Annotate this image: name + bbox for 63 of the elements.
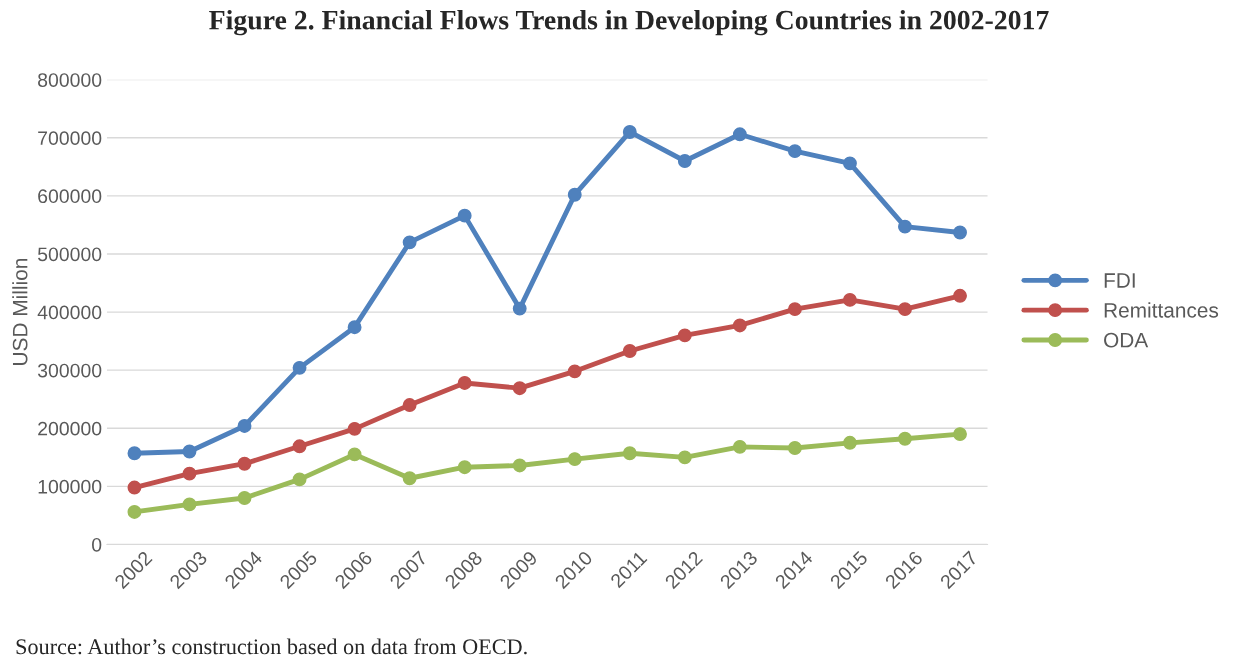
point — [402, 398, 417, 412]
y-axis-title: USD Million — [12, 259, 28, 365]
y-tick-label: 800000 — [38, 73, 102, 87]
chart-title: Figure 2. Financial Flows Trends in Developing Countries in 2002-2017 — [209, 9, 1049, 36]
point — [237, 491, 252, 505]
point — [622, 446, 637, 461]
point — [898, 302, 912, 317]
point — [567, 452, 582, 467]
point — [622, 344, 637, 358]
point — [292, 472, 307, 487]
point — [457, 460, 472, 475]
point — [127, 504, 142, 519]
y-tick-label: 300000 — [37, 363, 102, 378]
point — [347, 320, 362, 335]
legend-label: ODA — [1104, 332, 1149, 348]
point — [622, 125, 637, 139]
point — [567, 187, 582, 202]
point — [347, 447, 362, 462]
point — [292, 439, 307, 454]
point — [292, 360, 307, 375]
point — [457, 376, 472, 390]
point — [237, 419, 252, 433]
point — [842, 156, 857, 171]
y-tick-label: 100000 — [38, 479, 102, 494]
point — [953, 288, 967, 303]
y-tick-label: 700000 — [38, 131, 102, 146]
point — [512, 458, 527, 473]
y-tick-label: 600000 — [38, 189, 102, 204]
point — [898, 219, 912, 234]
y-tick-label: 0 — [92, 537, 102, 552]
legend-label: FDI — [1104, 273, 1135, 288]
point — [842, 435, 857, 450]
point — [182, 497, 197, 512]
y-tick-label: 200000 — [38, 421, 102, 436]
point — [787, 441, 802, 455]
point — [898, 431, 912, 446]
source-note: Source: Author’s construction based on data from OECD. — [16, 638, 527, 655]
point — [127, 480, 142, 495]
point — [677, 154, 692, 168]
point — [732, 318, 747, 333]
y-tick-label: 500000 — [37, 247, 102, 262]
point — [677, 328, 692, 343]
point — [182, 466, 197, 481]
point — [402, 471, 417, 486]
point — [127, 446, 142, 461]
point — [842, 292, 857, 307]
point — [512, 381, 527, 396]
point — [347, 421, 362, 436]
point — [677, 450, 692, 465]
legend-label: Remittances — [1104, 302, 1219, 318]
point — [457, 208, 472, 223]
point — [732, 127, 747, 142]
point — [237, 456, 252, 471]
point — [402, 235, 417, 250]
point — [567, 364, 582, 379]
point — [732, 439, 747, 454]
y-tick-label: 400000 — [37, 305, 102, 320]
point — [953, 225, 967, 240]
point — [953, 427, 967, 442]
point — [182, 444, 197, 459]
point — [787, 144, 802, 159]
point — [787, 302, 802, 317]
point — [512, 301, 527, 316]
